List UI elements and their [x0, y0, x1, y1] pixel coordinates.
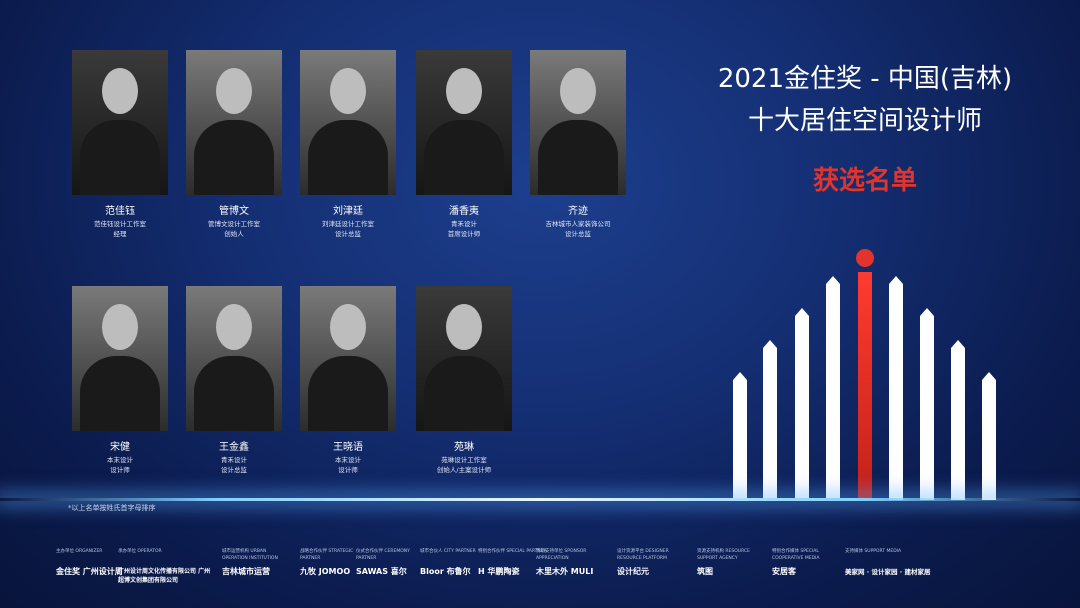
designer-role: 设计总监: [565, 230, 591, 238]
sponsor-logo: 筑图: [697, 567, 713, 576]
designer-photo: [186, 50, 282, 195]
designer-role: 经理: [113, 230, 127, 238]
sponsor-logo: Bloor 布鲁尔: [420, 567, 471, 576]
designer-studio: 吉林城市人家装饰公司: [545, 220, 611, 228]
designer-studio: 本末设计: [107, 456, 133, 464]
designer-name: 管博文: [219, 206, 249, 217]
selected-list-heading: 获选名单: [812, 166, 917, 196]
designer-role: 设计总监: [335, 230, 361, 238]
sponsor-logo: H 华鹏陶瓷: [478, 567, 520, 576]
sponsor-label: 设计资源平台 DESIGNER RESOURCE PLATFORM: [617, 549, 669, 561]
sponsor-logo: 美家网 · 设计家园 · 建材家居: [845, 568, 931, 576]
designer-photo: [72, 286, 168, 431]
page-title: 2021金住奖 - 中国(吉林) 十大居住空间设计师: [700, 58, 1030, 142]
building-bar: [826, 276, 840, 500]
sponsor-label: 赞助支持单位 SPONSOR APPRECIATION: [536, 549, 587, 561]
sponsor-label: 承办单位 OPERATOR: [118, 549, 162, 554]
sponsor-label: 仪式合作伙伴 CEREMONY PARTNER: [356, 549, 410, 561]
sponsor-logo: 广州设计周文化传播有限公司 广州超博文创集团有限公司: [118, 568, 211, 584]
sponsor-logo: 吉林城市运营: [222, 567, 270, 576]
designer-photo: [530, 50, 626, 195]
designer-caption: 潘香夷 青禾设计 首席设计师: [399, 205, 529, 239]
title-line-2: 十大居住空间设计师: [747, 106, 982, 136]
designer-photo: [300, 286, 396, 431]
designer-studio: 青禾设计: [451, 220, 477, 228]
sponsor-label: 特别合作伙伴 SPECIAL PARTNER: [478, 549, 547, 554]
designer-role: 设计师: [338, 466, 358, 474]
sponsor-logo: 安居客: [772, 567, 796, 576]
building-bar: [889, 276, 903, 500]
red-dot: [856, 249, 874, 267]
designer-name: 范佳钰: [105, 206, 135, 217]
designer-studio: 管博文设计工作室: [208, 220, 260, 228]
sort-note: *以上名单按姓氏首字母排序: [68, 504, 156, 512]
designer-photo: [72, 50, 168, 195]
designer-studio: 苑琳设计工作室: [441, 456, 487, 464]
sponsor-label: 城市合伙人 CITY PARTNER: [420, 549, 476, 554]
sponsor-label: 主办单位 ORGANIZER: [56, 549, 103, 554]
designer-name: 宋健: [110, 442, 130, 453]
designer-name: 苑琳: [454, 442, 474, 453]
sponsor-logo: SAWAS 喜尔: [356, 567, 407, 576]
designer-role: 首席设计师: [447, 230, 481, 238]
designer-role: 设计总监: [221, 466, 247, 474]
building-bar: [920, 308, 934, 500]
horizon-glow: [0, 498, 1080, 501]
designer-photo: [416, 50, 512, 195]
building-bar: [858, 272, 872, 500]
designer-photo: [416, 286, 512, 431]
designer-photo: [300, 50, 396, 195]
title-line-1: 2021金住奖 - 中国(吉林): [717, 64, 1013, 94]
designer-caption: 宋健 本末设计 设计师: [55, 441, 185, 475]
building-bar: [982, 372, 996, 500]
sponsor-label: 支持媒体 SUPPORT MEDIA: [845, 549, 902, 554]
designer-studio: 本末设计: [335, 456, 361, 464]
sponsor-label: 资源支持机构 RESOURCE SUPPORT AGENCY: [697, 549, 750, 561]
building-bar: [733, 372, 747, 500]
designer-caption: 管博文 管博文设计工作室 创始人: [169, 205, 299, 239]
designer-name: 齐迹: [568, 206, 588, 217]
sponsor-logo: 金住奖 广州设计周: [56, 567, 123, 576]
building-bar: [795, 308, 809, 500]
designer-caption: 苑琳 苑琳设计工作室 创始人/主案设计师: [399, 441, 529, 475]
designer-studio: 范佳钰设计工作室: [94, 220, 146, 228]
designer-caption: 齐迹 吉林城市人家装饰公司 设计总监: [513, 205, 643, 239]
designer-role: 创始人/主案设计师: [436, 466, 492, 474]
designer-role: 设计师: [110, 466, 130, 474]
designer-caption: 王晓语 本末设计 设计师: [283, 441, 413, 475]
sponsor-label: 战略合作伙伴 STRATEGIC PARTNER: [300, 549, 354, 561]
building-bar: [763, 340, 777, 500]
designer-studio: 刘津廷设计工作室: [322, 220, 374, 228]
designer-name: 王晓语: [333, 442, 363, 453]
designer-name: 刘津廷: [333, 206, 363, 217]
sponsor-logo: 九牧 JOMOO: [300, 567, 351, 576]
designer-caption: 范佳钰 范佳钰设计工作室 经理: [55, 205, 185, 239]
designer-name: 王金鑫: [219, 442, 249, 453]
designer-photo: [186, 286, 282, 431]
building-bar: [951, 340, 965, 500]
designer-studio: 青禾设计: [221, 456, 247, 464]
designer-role: 创始人: [224, 230, 244, 238]
sponsor-label: 城市运营机构 URBAN OPERATION INSTITUTION: [222, 549, 278, 561]
designer-caption: 王金鑫 青禾设计 设计总监: [169, 441, 299, 475]
sponsor-logo: 木里木外 MULI: [536, 567, 594, 576]
sponsor-label: 特别合作媒体 SPECIAL COOPERATIVE MEDIA: [772, 549, 820, 561]
sponsor-logo: 设计纪元: [617, 567, 649, 576]
designer-name: 潘香夷: [449, 206, 479, 217]
designer-caption: 刘津廷 刘津廷设计工作室 设计总监: [283, 205, 413, 239]
